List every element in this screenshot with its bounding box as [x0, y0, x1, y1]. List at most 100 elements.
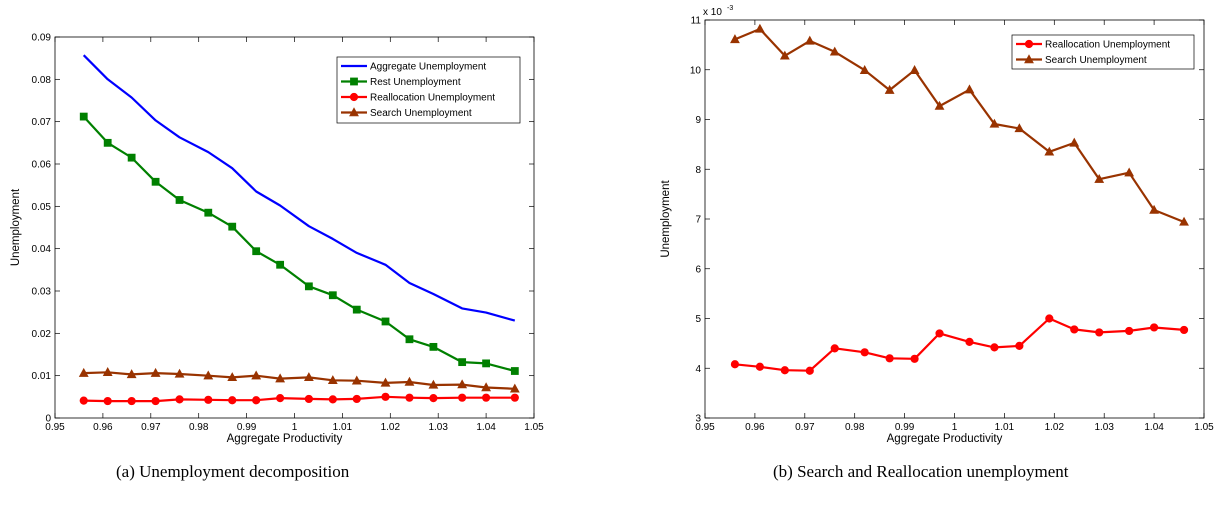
x-tick-label: 1 — [292, 422, 298, 433]
data-point-reallocation-unemployment — [103, 396, 112, 406]
y-scale-multiplier: x 10 — [703, 7, 722, 18]
data-point-search-unemployment — [730, 34, 740, 44]
y-tick-label: 6 — [695, 264, 701, 275]
legend-marker-reallocation-unemployment — [1024, 39, 1034, 49]
series-line-search-unemployment — [83, 371, 515, 390]
data-point-reallocation-unemployment — [885, 354, 894, 363]
data-point-rest-unemployment — [103, 138, 112, 147]
data-point-reallocation-unemployment — [1095, 328, 1104, 337]
data-point-reallocation-unemployment — [228, 396, 237, 405]
data-point-search-unemployment — [174, 368, 185, 378]
data-point-reallocation-unemployment — [510, 393, 519, 402]
data-point-rest-unemployment — [458, 358, 467, 367]
data-point-search-unemployment — [457, 379, 468, 389]
y-tick-label: 3 — [695, 414, 701, 425]
data-point-reallocation-unemployment — [79, 396, 88, 405]
y-axis-label: Unemployment — [660, 180, 672, 258]
data-point-reallocation-unemployment — [805, 366, 814, 375]
data-point-search-unemployment — [481, 382, 492, 392]
data-point-reallocation-unemployment — [965, 337, 974, 346]
data-point-reallocation-unemployment — [910, 354, 919, 363]
series-line-rest-unemployment — [82, 115, 516, 373]
x-tick-label: 1.01 — [333, 422, 353, 433]
data-point-reallocation-unemployment — [730, 360, 740, 369]
x-tick-label: 0.96 — [93, 422, 113, 433]
data-point-reallocation-unemployment — [328, 395, 337, 404]
data-point-rest-unemployment — [276, 260, 285, 269]
legend-label-rest-unemployment: Rest Unemployment — [370, 77, 461, 88]
data-point-rest-unemployment — [328, 291, 337, 300]
y-tick-label: 0 — [45, 414, 51, 425]
legend-label-search-unemployment: Search Unemployment — [370, 108, 472, 119]
data-point-search-unemployment — [150, 367, 161, 377]
y-tick-label: 10 — [690, 65, 702, 76]
data-point-rest-unemployment — [482, 359, 491, 368]
data-point-search-unemployment — [1044, 146, 1055, 156]
data-point-rest-unemployment — [151, 177, 160, 186]
y-scale-exponent: -3 — [727, 5, 733, 12]
legend-marker-rest-unemployment — [350, 77, 358, 86]
legend-marker-search-unemployment — [349, 107, 359, 117]
x-tick-label: 0.98 — [845, 422, 865, 433]
y-tick-label: 0.05 — [32, 202, 52, 213]
data-point-reallocation-unemployment — [458, 393, 467, 402]
data-point-reallocation-unemployment — [830, 344, 839, 353]
data-point-search-unemployment — [1014, 123, 1025, 133]
data-point-search-unemployment — [102, 367, 113, 376]
x-tick-label: 1.05 — [1194, 422, 1214, 433]
data-point-reallocation-unemployment — [860, 348, 869, 357]
data-point-search-unemployment — [126, 369, 137, 379]
data-point-reallocation-unemployment — [1015, 341, 1024, 350]
legend-label-reallocation-unemployment: Reallocation Unemployment — [370, 93, 495, 104]
data-point-rest-unemployment — [381, 317, 390, 326]
legend-label-aggregate-unemployment: Aggregate Unemployment — [370, 62, 486, 73]
data-point-search-unemployment — [275, 373, 286, 383]
series-line-aggregate-unemployment — [82, 54, 516, 322]
x-tick-label: 1.02 — [381, 422, 401, 433]
y-tick-label: 8 — [695, 165, 701, 176]
panel-a-unemployment-decomposition: 0.95 0.96 0.97 0.98 0.99 1 1.01 1.02 1.03 1.04 1.0… — [10, 33, 544, 446]
y-tick-label: 9 — [695, 115, 701, 126]
legend: Reallocation Unemployment Search Unemploy… — [1011, 34, 1195, 70]
x-tick-label: 0.99 — [237, 422, 257, 433]
data-point-reallocation-unemployment — [482, 393, 491, 402]
data-point-rest-unemployment — [127, 153, 136, 162]
data-point-rest-unemployment — [510, 367, 519, 375]
x-tick-label: 0.96 — [745, 422, 765, 433]
figure: 0.95 0.96 0.97 0.98 0.99 1 1.01 1.02 1.03 1.04 1.0… — [10, 5, 1214, 446]
data-point-reallocation-unemployment — [755, 362, 764, 371]
data-point-search-unemployment — [428, 379, 439, 389]
y-tick-label: 0.01 — [32, 371, 52, 382]
caption-b: (b) Search and Reallocation unemployment — [773, 462, 1069, 481]
series-reallocation-unemployment — [79, 392, 519, 406]
x-tick-label: 1.03 — [428, 422, 448, 433]
x-tick-label: 1 — [952, 422, 958, 433]
data-point-search-unemployment — [351, 375, 362, 385]
legend-box — [336, 56, 521, 124]
data-point-reallocation-unemployment — [429, 394, 438, 403]
data-point-reallocation-unemployment — [175, 395, 184, 404]
data-point-search-unemployment — [303, 372, 314, 382]
data-point-search-unemployment — [1149, 204, 1160, 214]
x-tick-label: 1.04 — [1144, 422, 1164, 433]
data-point-reallocation-unemployment — [204, 395, 213, 404]
data-point-rest-unemployment — [429, 342, 438, 351]
y-tick-label: 5 — [695, 314, 701, 325]
data-point-reallocation-unemployment — [1045, 314, 1054, 323]
data-point-reallocation-unemployment — [1179, 325, 1189, 335]
data-point-reallocation-unemployment — [1070, 325, 1079, 334]
x-tick-label: 0.95 — [695, 422, 715, 433]
x-tick-label: 0.97 — [795, 422, 815, 433]
y-tick-label: 0.09 — [32, 33, 52, 44]
data-point-reallocation-unemployment — [127, 396, 136, 406]
y-tick-label: 7 — [695, 215, 701, 226]
data-point-reallocation-unemployment — [151, 396, 160, 406]
x-axis-label: Aggregate Productivity — [887, 433, 1003, 445]
data-point-search-unemployment — [964, 84, 975, 94]
panel-b-search-reallocation: 0.95 0.96 0.97 0.98 0.99 1 1.01 1.02 1.03 1.04 1.0… — [660, 5, 1214, 445]
series-search-unemployment — [78, 367, 520, 393]
data-point-search-unemployment — [884, 84, 895, 94]
data-point-search-unemployment — [327, 375, 338, 385]
y-tick-label: 0.06 — [32, 160, 52, 171]
data-point-search-unemployment — [78, 367, 89, 377]
